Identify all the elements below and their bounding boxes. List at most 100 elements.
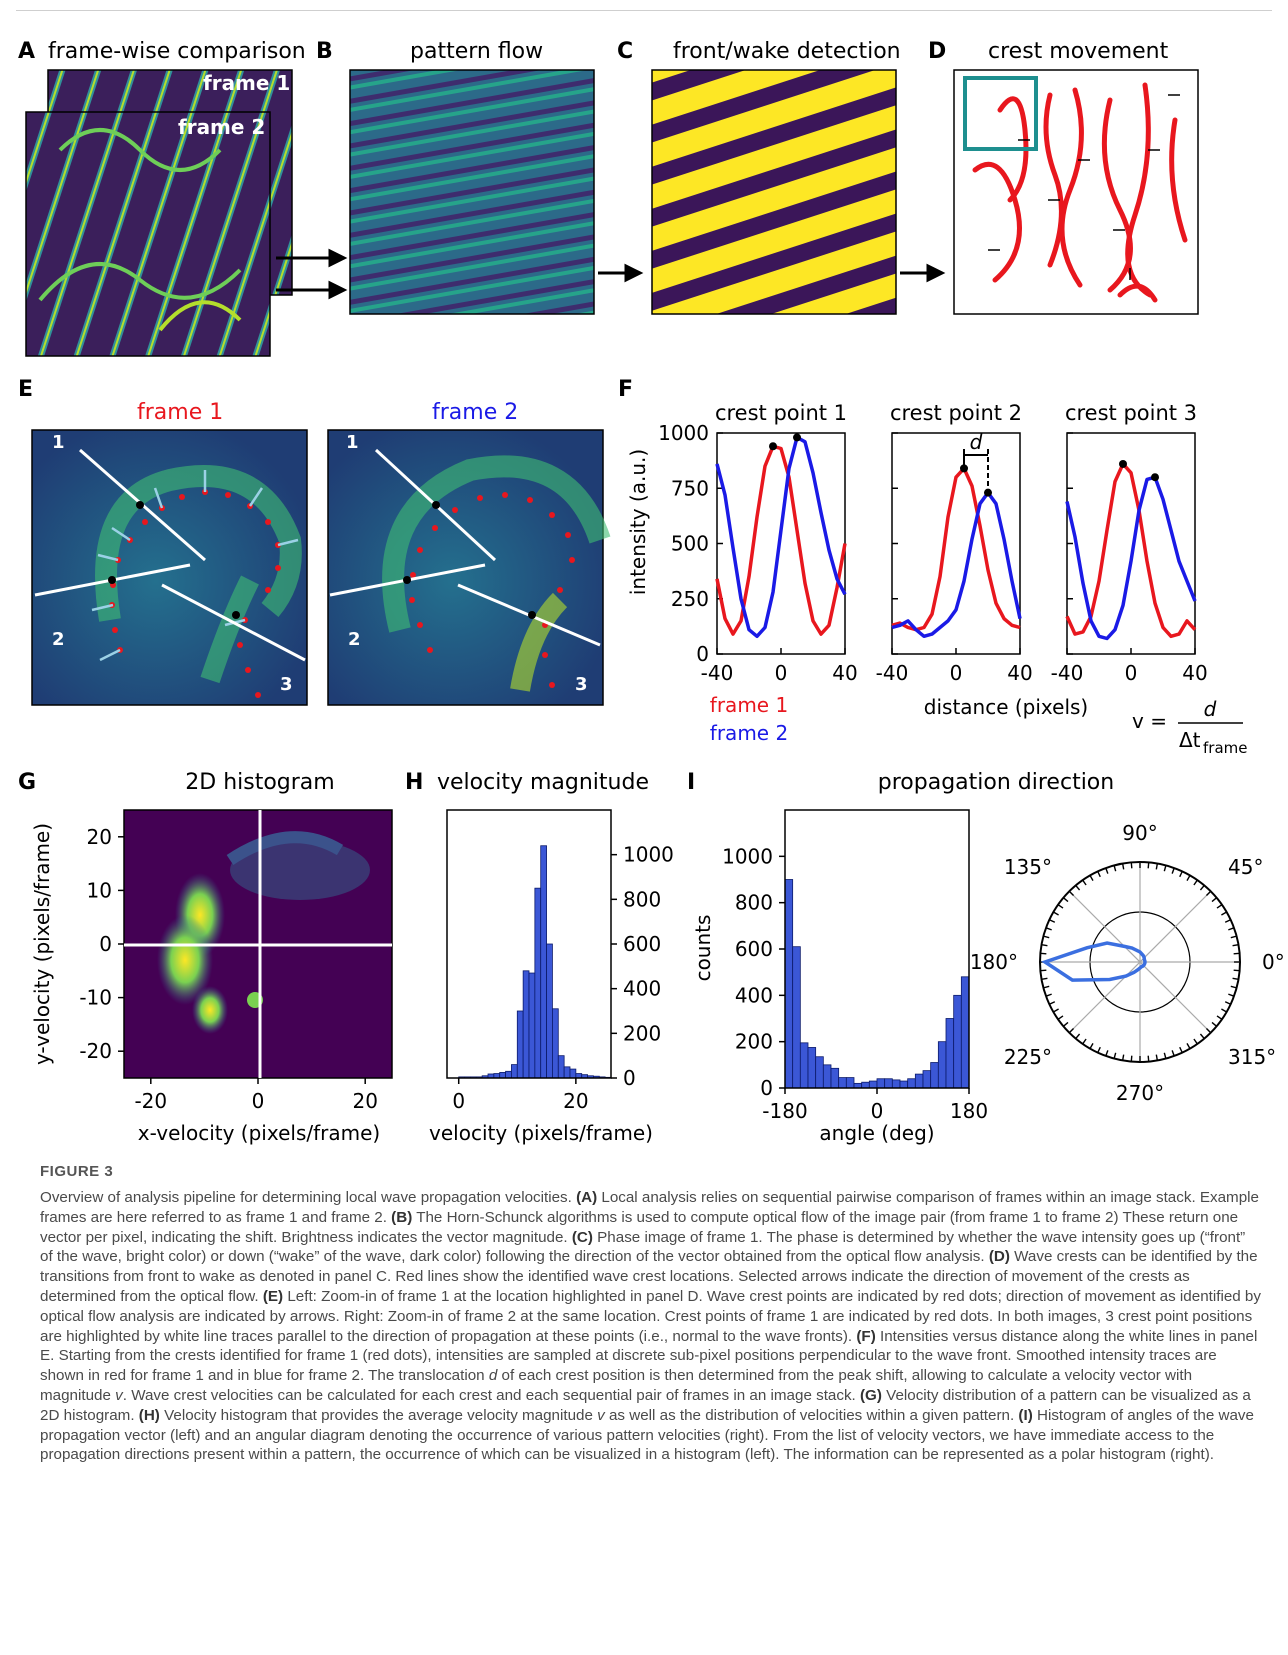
polar-tick — [1062, 897, 1069, 903]
polar-tick — [1205, 890, 1212, 897]
i-title: propagation direction — [878, 770, 1114, 795]
f-title-3: crest point 3 — [1065, 401, 1197, 425]
g-xtick-label-2: 20 — [352, 1089, 377, 1113]
panel-f-letter: F — [618, 377, 633, 402]
caption-segment: (D) — [988, 1248, 1010, 1266]
polar-label-4: 270° — [1116, 1081, 1164, 1105]
f-xtick-label-2-1: 0 — [950, 661, 963, 685]
polar-tick — [1068, 890, 1075, 897]
i-ytick-label-4: 200 — [735, 1030, 773, 1054]
h-bar — [499, 1072, 506, 1079]
i-bar — [922, 1070, 932, 1089]
formula-denominator: Δt — [1179, 728, 1201, 752]
polar-tick — [1186, 1043, 1191, 1049]
polar-tick — [1075, 884, 1081, 891]
polar-tick — [1193, 879, 1198, 886]
frame1-label: frame 1 — [203, 71, 290, 95]
f-ytick-label-0: 0 — [696, 642, 709, 666]
panel-e-left-title: frame 1 — [137, 400, 223, 425]
h-xtick-label-1: 20 — [563, 1089, 588, 1113]
arrow-c-d — [900, 263, 946, 283]
caption-segment: Local analysis relies on sequential pair… — [40, 1189, 1259, 1226]
i-bar — [784, 879, 794, 1089]
caption-segment: v — [597, 1406, 605, 1424]
polar-spoke — [1068, 890, 1212, 1034]
phase-image — [651, 69, 897, 315]
polar-tick — [1147, 1055, 1150, 1062]
polar-tick — [1121, 1054, 1125, 1061]
polar-tick — [1075, 1033, 1081, 1040]
caption-body: Overview of analysis pipeline for determ… — [40, 1188, 1262, 1465]
i-ytick-label-2: 600 — [735, 937, 773, 961]
polar-tick — [1040, 952, 1047, 955]
f-title-2: crest point 2 — [890, 401, 1022, 425]
h-ytick-label-2: 600 — [623, 932, 661, 956]
i-bar — [861, 1081, 870, 1089]
polar-label-2: 0° — [1262, 950, 1285, 974]
polar-tick — [1232, 977, 1239, 981]
polar-tick — [1105, 867, 1109, 874]
i-bar — [845, 1077, 855, 1089]
trace-label-1: 1 — [52, 432, 65, 453]
f-xlabel: distance (pixels) — [924, 695, 1088, 719]
optical-flow-image — [349, 69, 595, 315]
panel-d-letter: D — [928, 39, 946, 64]
panel-d: D crest movement — [928, 39, 1199, 315]
polar-tick — [1221, 1008, 1227, 1013]
polar-tick — [1179, 1046, 1183, 1053]
d-label: d — [970, 430, 983, 454]
caption-segment: Intensities versus distance along the wh… — [40, 1327, 1258, 1385]
polar-tick — [1113, 1052, 1117, 1059]
f-ylabel: intensity (a.u.) — [626, 449, 650, 595]
f-legend-frame2: frame 2 — [710, 721, 788, 745]
polar-tick — [1171, 867, 1175, 874]
panel-e-right-title: frame 2 — [432, 400, 518, 425]
i-bar — [807, 1047, 817, 1089]
panel-b-letter: B — [316, 39, 333, 64]
polar-tick — [1230, 935, 1237, 939]
polar-tick — [1043, 935, 1050, 939]
polar-tick — [1199, 884, 1205, 891]
caption-segment: Histogram of angles of the wave propagat… — [40, 1406, 1254, 1464]
polar-tick — [1155, 1054, 1159, 1061]
caption-segment: v — [115, 1386, 123, 1404]
trace-label-1-frame2: 1 — [346, 432, 359, 453]
polar-label-3: 315° — [1228, 1045, 1276, 1069]
i-bar — [799, 1042, 809, 1089]
caption-segment: . Wave crest velocities can be calculate… — [122, 1386, 860, 1404]
polar-tick — [1062, 1021, 1069, 1027]
g-ytick-label-2: 0 — [99, 932, 112, 956]
polar-tick — [1089, 1043, 1094, 1049]
i-bar — [914, 1073, 924, 1089]
heatmap-plot — [123, 809, 393, 1079]
i-xtick-label-1: 0 — [871, 1099, 884, 1123]
panel-c-letter: C — [617, 39, 633, 64]
h-bar — [552, 1008, 559, 1079]
i-bar — [960, 976, 970, 1089]
i-bar — [830, 1067, 840, 1089]
panel-b-title: pattern flow — [410, 39, 543, 64]
polar-tick — [1155, 863, 1159, 870]
i-ytick-label-3: 400 — [735, 983, 773, 1007]
zoom-frame2: 1 2 3 — [327, 429, 611, 706]
i-bar — [930, 1062, 939, 1089]
f-xtick-label-3-1: 0 — [1125, 661, 1138, 685]
h-bar — [563, 1066, 571, 1079]
h-bar — [557, 1055, 565, 1079]
crest-lines — [972, 82, 1188, 303]
f-series-3-frame1 — [1065, 462, 1197, 639]
trace-label-2-frame2: 2 — [348, 629, 361, 650]
i-bar — [891, 1079, 901, 1089]
h-bar — [546, 943, 553, 1079]
polar-tick — [1232, 943, 1239, 947]
g-xtick-label-1: 0 — [252, 1089, 265, 1113]
polar-tick — [1221, 911, 1227, 916]
h-bar — [505, 1070, 512, 1079]
figure-canvas: A frame-wise comparison frame 1 frame 2 … — [18, 39, 1285, 1145]
caption-segment: Phase image of frame 1. The phase is det… — [40, 1228, 1246, 1266]
i-bar — [838, 1077, 847, 1089]
velocity-formula: v = d Δt frame — [1132, 697, 1247, 757]
polar-tick — [1163, 865, 1167, 872]
f-ytick-label-2: 500 — [671, 532, 709, 556]
